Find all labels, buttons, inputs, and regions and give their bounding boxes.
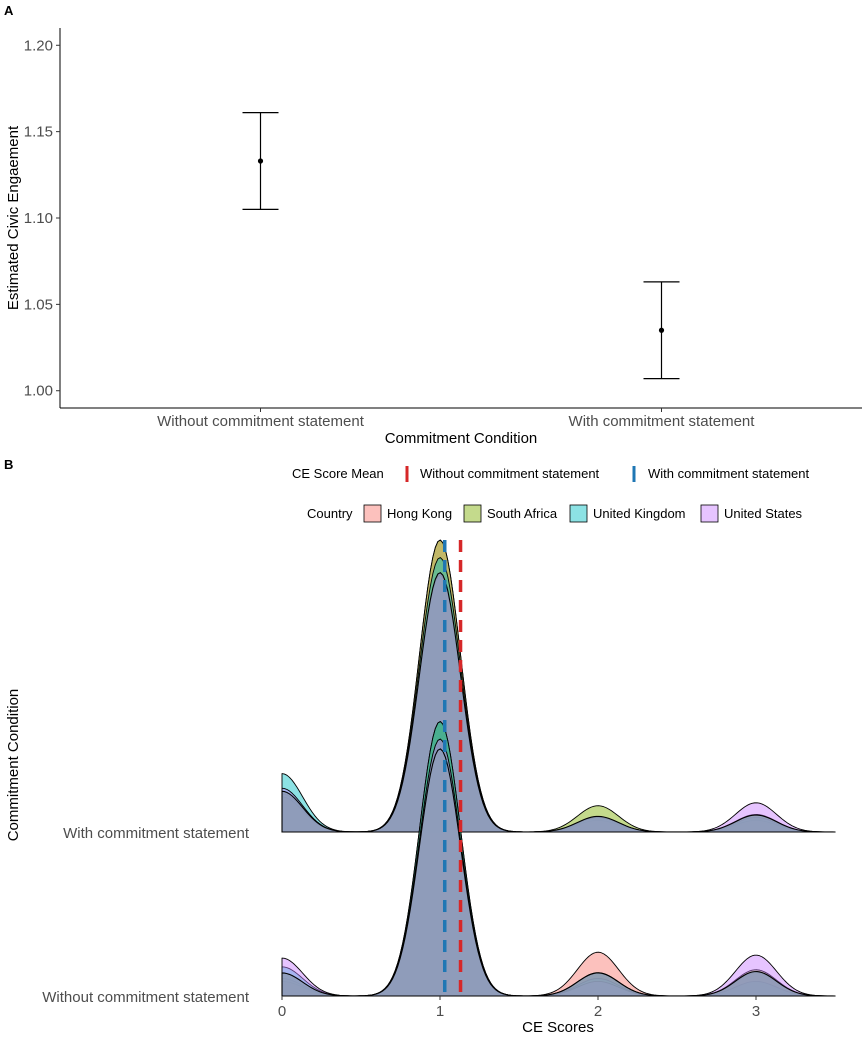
row-label-with-commitment-statement: With commitment statement	[63, 825, 250, 842]
density-with-commitment-statement-south-africa	[281, 539, 836, 833]
country-label-united-states: United States	[724, 506, 803, 521]
country-key-hong-kong	[363, 504, 382, 523]
y-tick-label: 1.05	[24, 296, 53, 313]
y-tick-label: 1.10	[24, 210, 53, 227]
b-x-tick-label: 2	[594, 1003, 602, 1020]
panel-a-x-axis-title: Commitment Condition	[385, 430, 538, 447]
panel-b-x-axis-title: CE Scores	[522, 1019, 594, 1036]
point-estimate-with-commitment-statement	[658, 327, 665, 333]
country-key-united-states	[700, 504, 719, 523]
b-x-tick-label: 0	[278, 1003, 286, 1020]
density-with-commitment-statement-overall	[281, 572, 836, 833]
panel-b-ridgeline-chart: CE Score Mean Without commitment stateme…	[5, 466, 836, 1036]
point-estimate-without-commitment-statement	[257, 158, 264, 164]
mean-legend-label-without: Without commitment statement	[420, 466, 600, 481]
density-without-commitment-statement-overall	[281, 748, 836, 997]
country-legend-title: Country	[307, 506, 353, 521]
row-label-without-commitment-statement: Without commitment statement	[42, 989, 250, 1006]
density-with-commitment-statement-united-kingdom	[281, 557, 836, 833]
density-without-commitment-statement-south-africa	[281, 721, 836, 997]
density-with-commitment-statement-united-states	[281, 574, 836, 833]
mean-legend-label-with: With commitment statement	[648, 466, 809, 481]
panel-a-error-bar-chart: 1.00 1.05 1.10 1.15 1.20 Without commitment …	[5, 28, 862, 447]
country-key-south-africa	[463, 504, 482, 523]
density-without-commitment-statement-united-states	[281, 738, 836, 997]
panel-a-y-axis-title: Estimated Civic Engaement	[5, 125, 22, 310]
country-label-hong-kong: Hong Kong	[387, 506, 452, 521]
y-tick-label: 1.15	[24, 124, 53, 141]
country-legend: Country Hong Kong South Africa United Ki…	[307, 504, 803, 523]
b-x-tick-label: 1	[436, 1003, 444, 1020]
panel-b-y-axis-title: Commitment Condition	[5, 689, 22, 842]
x-tick-label-without-commitment-statement: Without commitment statement	[157, 413, 365, 430]
density-with-commitment-statement-hong-kong	[281, 539, 836, 833]
panel-a-label: A	[4, 3, 14, 18]
x-tick-label-with-commitment-statement: With commitment statement	[569, 413, 756, 430]
b-x-tick-label: 3	[752, 1003, 760, 1020]
y-tick-label: 1.20	[24, 37, 53, 54]
country-label-united-kingdom: United Kingdom	[593, 506, 686, 521]
y-tick-label: 1.00	[24, 383, 53, 400]
country-key-united-kingdom	[569, 504, 588, 523]
mean-legend-title: CE Score Mean	[292, 466, 384, 481]
panel-b-label: B	[4, 457, 13, 472]
country-label-south-africa: South Africa	[487, 506, 558, 521]
density-without-commitment-statement-united-kingdom	[281, 721, 836, 997]
mean-legend: CE Score Mean Without commitment stateme…	[292, 466, 809, 482]
